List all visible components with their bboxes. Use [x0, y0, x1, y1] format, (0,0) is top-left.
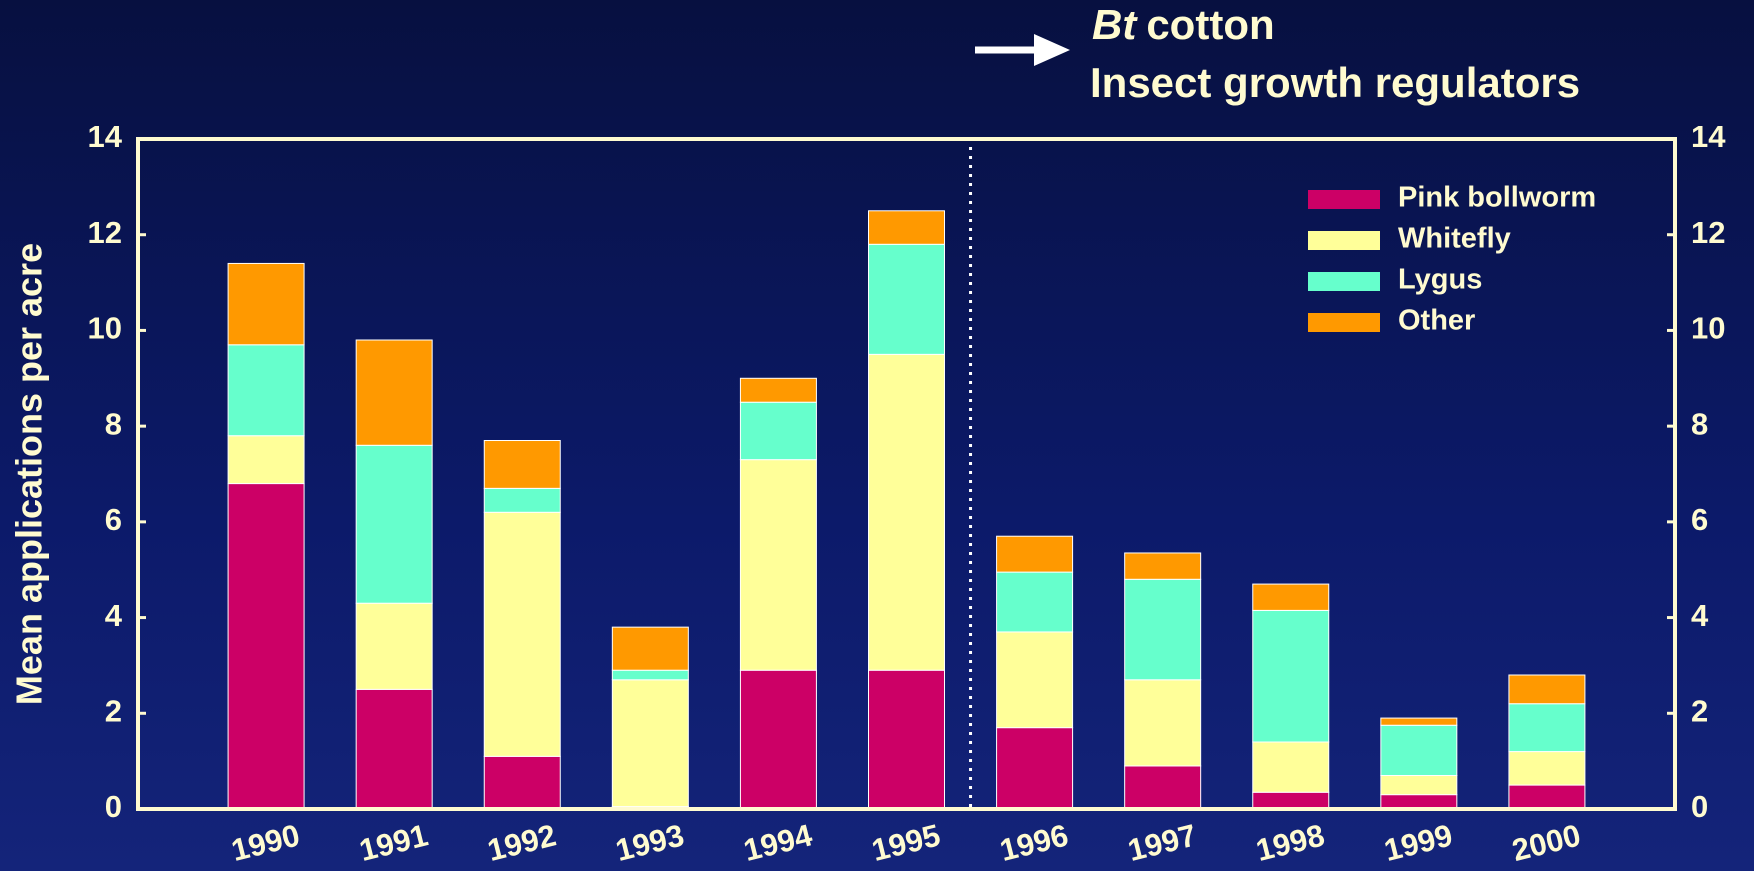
bar-segment [1381, 718, 1457, 725]
bar-segment [484, 441, 560, 489]
bar-segment [1125, 766, 1201, 809]
annotation: Insect growth regulators [1090, 59, 1580, 106]
y2-tick-label: 8 [1691, 406, 1708, 441]
y-tick-label: 4 [105, 598, 123, 633]
bar-segment [1381, 725, 1457, 775]
bar-segment [228, 484, 304, 809]
bar-segment [869, 211, 945, 245]
y-tick-label: 12 [88, 215, 122, 250]
legend-swatch [1308, 231, 1380, 250]
bar-segment [612, 627, 688, 670]
legend-swatch [1308, 272, 1380, 291]
bar-segment [997, 632, 1073, 728]
chart: 0022446688101012121414199019911992199319… [0, 0, 1754, 871]
bar-segment [740, 402, 816, 459]
annotation-italic: Bt [1092, 1, 1138, 48]
bar-segment [1253, 584, 1329, 610]
bar-segment [1125, 579, 1201, 680]
bar-segment [1253, 792, 1329, 809]
bar-segment [356, 445, 432, 603]
bar-segment [740, 460, 816, 671]
bar-segment [1253, 742, 1329, 792]
bar-segment [1509, 752, 1585, 786]
bar-segment [1381, 795, 1457, 809]
bar-segment [484, 756, 560, 809]
legend-label: Other [1398, 305, 1475, 337]
y-tick-label: 10 [88, 311, 122, 346]
bar-segment [356, 689, 432, 809]
bar-segment [1509, 785, 1585, 809]
annotation-text: cotton [1146, 1, 1274, 48]
bar-segment [869, 670, 945, 809]
bar-segment [1509, 675, 1585, 704]
bar-segment [997, 572, 1073, 632]
bar-segment [997, 536, 1073, 572]
bar-segment [1381, 776, 1457, 795]
y-tick-label: 8 [105, 406, 122, 441]
legend-swatch [1308, 313, 1380, 332]
bar-segment [228, 436, 304, 484]
y-tick-label: 6 [105, 502, 122, 537]
bar-segment [997, 728, 1073, 809]
page: {"chart_data": {"type": "bar", "stacked"… [0, 0, 1754, 871]
y2-tick-label: 2 [1691, 693, 1708, 728]
y2-tick-label: 14 [1691, 119, 1726, 154]
bar-segment [1125, 680, 1201, 766]
y2-tick-label: 10 [1691, 311, 1725, 346]
y-axis-title: Mean applications per acre [9, 243, 50, 705]
bar-segment [1125, 553, 1201, 579]
y2-tick-label: 0 [1691, 789, 1708, 824]
legend-label: Lygus [1398, 264, 1482, 296]
bar-segment [1253, 610, 1329, 742]
y-tick-label: 2 [105, 693, 122, 728]
y-tick-label: 0 [105, 789, 122, 824]
bar-segment [869, 354, 945, 670]
bar-segment [356, 340, 432, 445]
bar-segment [1509, 704, 1585, 752]
y2-tick-label: 12 [1691, 215, 1725, 250]
y2-tick-label: 4 [1691, 598, 1709, 633]
bar-segment [740, 378, 816, 402]
bar-segment [740, 670, 816, 809]
legend-label: Whitefly [1398, 223, 1511, 255]
bar-segment [612, 670, 688, 680]
bar-segment [484, 488, 560, 512]
bar-segment [356, 603, 432, 689]
legend-label: Pink bollworm [1398, 182, 1596, 214]
bar-segment [228, 263, 304, 344]
bar-segment [228, 345, 304, 436]
y2-tick-label: 6 [1691, 502, 1708, 537]
legend-swatch [1308, 190, 1380, 209]
bar-segment [484, 512, 560, 756]
bar-segment [869, 244, 945, 354]
y-tick-label: 14 [88, 119, 123, 154]
bar-segment [612, 680, 688, 807]
